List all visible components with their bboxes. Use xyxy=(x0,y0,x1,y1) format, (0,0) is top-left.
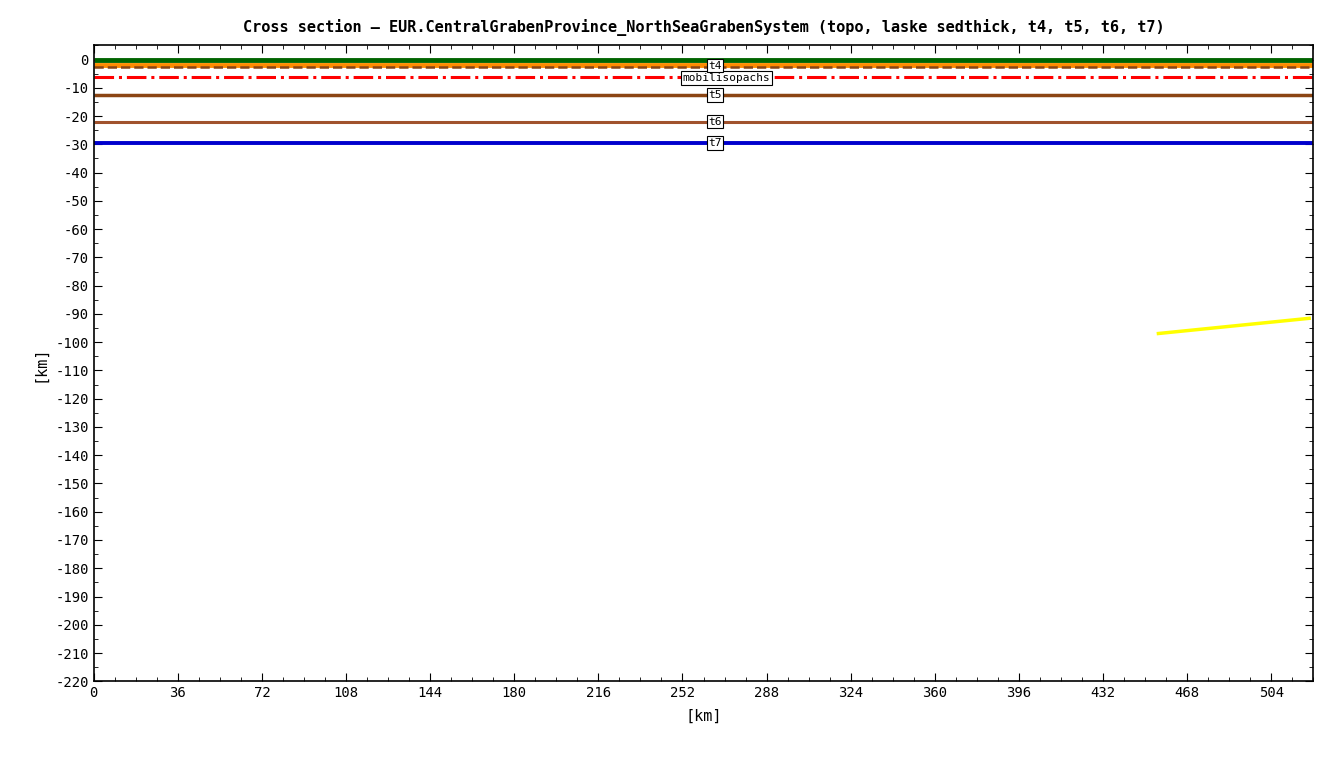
Text: mobilisopachs: mobilisopachs xyxy=(682,73,770,83)
Title: Cross section – EUR.CentralGrabenProvince_NorthSeaGrabenSystem (topo, laske sedt: Cross section – EUR.CentralGrabenProvinc… xyxy=(243,18,1164,36)
X-axis label: [km]: [km] xyxy=(685,709,722,724)
Text: t4: t4 xyxy=(708,61,722,70)
Y-axis label: [km]: [km] xyxy=(32,345,47,382)
Text: t6: t6 xyxy=(708,117,722,126)
Text: t5: t5 xyxy=(708,90,722,100)
Text: t7: t7 xyxy=(708,138,722,148)
